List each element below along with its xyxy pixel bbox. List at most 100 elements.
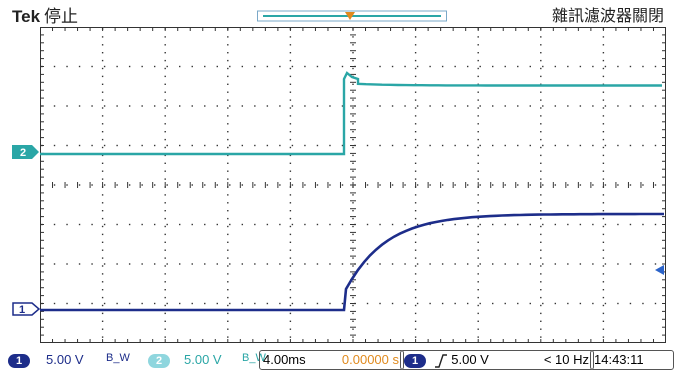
- grid-dot: [289, 304, 292, 307]
- grid-dot: [191, 302, 193, 305]
- grid-dot: [329, 144, 331, 147]
- grid-dot: [602, 281, 605, 283]
- waveform-display[interactable]: [40, 27, 666, 343]
- grid-dot: [289, 210, 292, 212]
- grid-dot: [101, 123, 104, 125]
- grid-dot: [542, 105, 544, 107]
- ch1-marker-shape: [12, 302, 40, 316]
- ch1-badge: 1: [8, 354, 30, 368]
- grid-dot: [66, 223, 68, 226]
- grid-dot: [153, 302, 156, 305]
- grid-dot: [554, 184, 557, 186]
- grid-dot: [304, 65, 306, 68]
- grid-dot: [153, 263, 156, 265]
- ch1-bandwidth-icon: B_W: [106, 352, 130, 364]
- grid-dot: [579, 302, 582, 305]
- grid-dot: [529, 263, 531, 265]
- grid-dot: [101, 320, 104, 322]
- grid-dot: [617, 105, 619, 107]
- grid-dot: [477, 296, 479, 299]
- ch2-setting[interactable]: 2: [148, 352, 170, 368]
- grid-dot: [291, 263, 294, 265]
- grid-dot: [254, 184, 256, 186]
- grid-dot: [352, 36, 354, 38]
- grid-dot: [166, 144, 168, 147]
- grid-dot: [304, 223, 306, 226]
- grid-dot: [429, 302, 431, 305]
- grid-dot: [602, 304, 605, 307]
- grid-dot: [227, 273, 229, 275]
- grid-dot: [227, 194, 229, 196]
- grid-dot: [101, 328, 104, 330]
- grid-dot: [78, 65, 81, 68]
- grid-dot: [101, 162, 104, 164]
- grid-dot: [316, 144, 319, 147]
- grid-dot: [540, 178, 542, 180]
- grid-dot: [101, 296, 104, 299]
- grid-dot: [604, 144, 607, 147]
- grid-dot: [164, 273, 166, 275]
- grid-dot: [441, 144, 444, 147]
- grid-dot: [304, 302, 306, 305]
- grid-dot: [602, 170, 605, 172]
- grid-dot: [416, 302, 419, 305]
- timebase-value: 4.00ms: [263, 352, 306, 367]
- grid-dot: [414, 320, 417, 322]
- grid-dot: [101, 217, 104, 220]
- grid-dot: [492, 105, 494, 107]
- grid-dot: [341, 223, 344, 226]
- grid-dot: [567, 184, 569, 186]
- trigger-level-marker[interactable]: [652, 264, 664, 276]
- grid-dot: [352, 328, 354, 330]
- grid-dot: [554, 65, 557, 68]
- grid-dot: [191, 144, 193, 147]
- grid-dot: [227, 67, 229, 70]
- grid-dot: [227, 162, 229, 164]
- grid-dot: [441, 105, 444, 107]
- grid-dot: [602, 312, 605, 315]
- grid-dot: [540, 273, 542, 275]
- grid-dot: [642, 65, 644, 68]
- grid-dot: [352, 67, 354, 70]
- grid-dot: [414, 178, 417, 180]
- grid-dot: [540, 138, 542, 141]
- horizontal-settings[interactable]: 4.00ms 0.00000 s: [259, 350, 404, 370]
- trigger-level-value: 5.00 V: [451, 352, 489, 367]
- ch1-ground-marker[interactable]: 1: [12, 302, 40, 316]
- grid-dot: [602, 320, 605, 322]
- grid-dot: [592, 184, 594, 186]
- grid-dot: [642, 223, 644, 226]
- grid-dot: [153, 144, 156, 147]
- grid-dot: [289, 52, 292, 54]
- grid-dot: [540, 115, 542, 117]
- grid-dot: [164, 170, 166, 172]
- grid-dot: [266, 302, 269, 305]
- ch2-ground-marker[interactable]: 2: [12, 145, 40, 159]
- grid-dot: [116, 263, 118, 265]
- grid-dot: [492, 65, 494, 68]
- grid-dot: [479, 302, 481, 305]
- grid-dot: [466, 223, 469, 226]
- grid-dot: [352, 320, 354, 322]
- grid-dot: [227, 249, 229, 251]
- grid-dot: [414, 202, 417, 204]
- trigger-settings[interactable]: 1 5.00 V < 10 Hz: [400, 350, 594, 370]
- grid-dot: [540, 99, 542, 101]
- ch1-waveform: [40, 212, 664, 312]
- grid-dot: [602, 91, 605, 93]
- grid-dot: [540, 249, 542, 251]
- grid-dot: [477, 273, 479, 275]
- grid-dot: [554, 302, 557, 305]
- grid-dot: [477, 265, 479, 267]
- grid-dot: [266, 223, 269, 226]
- grid-dot: [579, 184, 582, 186]
- grid-dot: [266, 184, 269, 186]
- ch1-setting[interactable]: 1: [8, 352, 30, 368]
- grid-dot: [352, 257, 354, 259]
- grid-dot: [477, 241, 479, 243]
- grid-dot: [164, 123, 166, 125]
- grid-dot: [229, 65, 231, 68]
- grid-dot: [227, 304, 229, 307]
- grid-dot: [103, 65, 106, 68]
- grid-dot: [404, 65, 406, 68]
